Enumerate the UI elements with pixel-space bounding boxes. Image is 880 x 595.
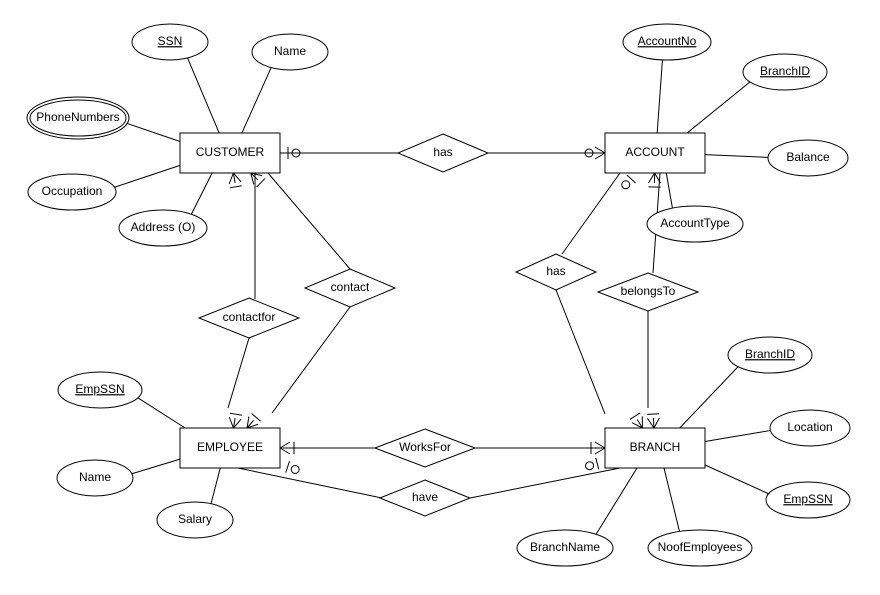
entity-label-account: ACCOUNT <box>625 145 685 159</box>
attribute-label-occupation: Occupation <box>42 184 103 198</box>
attribute-label-address: Address (O) <box>131 220 196 234</box>
entity-label-branch: BRANCH <box>630 440 681 454</box>
relationship-label-worksfor: WorksFor <box>399 440 451 454</box>
relationship-label-contactfor: contactfor <box>223 310 276 324</box>
er-diagram: CUSTOMER ACCOUNT EMPLOYEE BRANCH has contactf… <box>0 0 880 595</box>
relationship-label-belongsto: belongsTo <box>621 284 676 298</box>
attribute-label-location: Location <box>787 420 832 434</box>
attribute-label-emp_name: Name <box>79 470 111 484</box>
attribute-label-acc_branchid: BranchID <box>760 64 810 78</box>
attribute-label-noofemployees: NoofEmployees <box>658 540 743 554</box>
attribute-label-branchname: BranchName <box>530 540 600 554</box>
relationship-label-has1: has <box>433 145 452 159</box>
attribute-label-empssn: EmpSSN <box>75 382 124 396</box>
relationship-label-has2: has <box>546 264 565 278</box>
attribute-label-accounttype: AccountType <box>660 216 730 230</box>
attribute-label-br_branchid: BranchID <box>745 347 795 361</box>
attribute-label-cust_name: Name <box>274 44 306 58</box>
attribute-label-phonenumbers: PhoneNumbers <box>36 110 119 124</box>
relationship-label-have: have <box>412 490 438 504</box>
attribute-label-ssn: SSN <box>158 34 183 48</box>
relationship-label-contact: contact <box>331 280 370 294</box>
attribute-label-balance: Balance <box>786 150 830 164</box>
attribute-label-accountno: AccountNo <box>638 34 697 48</box>
attribute-label-salary: Salary <box>178 512 212 526</box>
attribute-label-br_empssn: EmpSSN <box>783 492 832 506</box>
entity-label-employee: EMPLOYEE <box>197 440 263 454</box>
entity-label-customer: CUSTOMER <box>196 145 265 159</box>
